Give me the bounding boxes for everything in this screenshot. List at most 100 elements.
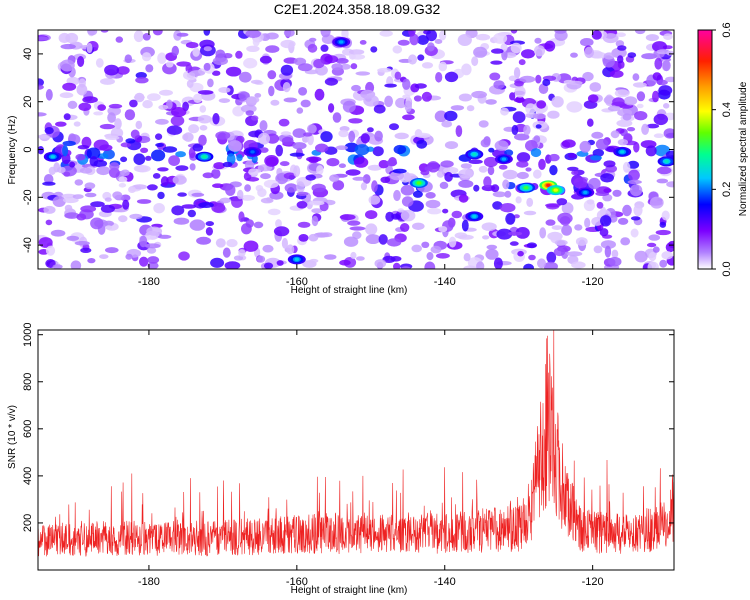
spectrogram-cell	[515, 227, 530, 239]
spectrogram-cell	[63, 171, 71, 177]
spectrogram-cell	[402, 78, 411, 90]
spectrogram-cell	[246, 45, 260, 52]
spectrogram-cell	[74, 179, 84, 186]
spectrogram-cell	[646, 123, 660, 129]
spectrogram-cell	[372, 146, 384, 157]
spectrogram-cell	[492, 191, 507, 198]
spectrogram-cell	[142, 33, 151, 41]
spectrogram-cell	[628, 169, 640, 181]
spectrogram-cell	[537, 258, 546, 269]
spectrogram-hotspot	[546, 183, 551, 187]
spectrogram-cell	[238, 91, 250, 101]
spectrogram-cell	[135, 120, 143, 130]
spectrogram-cell	[536, 100, 547, 109]
spectrogram-cell	[45, 89, 53, 101]
spectrogram-cell	[342, 100, 356, 113]
spectrogram-cell	[663, 33, 673, 40]
spectrogram-cells	[38, 30, 674, 269]
spectrogram-cell	[168, 155, 181, 167]
spectrogram-cell	[424, 166, 433, 172]
spectrogram-cell	[426, 252, 434, 261]
spectrogram-cell	[656, 166, 672, 175]
spectrogram-cell	[490, 60, 503, 65]
x-tick-label: -140	[434, 276, 456, 288]
spectrogram-y-ticks: -40 -20 0 20 40	[22, 48, 674, 253]
spectrogram-cell	[471, 90, 487, 99]
y-tick-label: 600	[22, 420, 34, 438]
y-tick-label: 1000	[22, 322, 34, 346]
spectrogram-cell	[297, 63, 313, 72]
spectrogram-hotspot	[202, 155, 207, 159]
spectrogram-cell	[215, 49, 226, 59]
spectrogram-cell	[627, 52, 637, 58]
spectrogram-cell	[311, 183, 326, 193]
spectrogram-cell	[385, 211, 395, 222]
spectrogram-cell	[661, 210, 670, 221]
spectrogram-cell	[175, 151, 187, 158]
spectrogram-cell	[135, 77, 149, 84]
spectrogram-hotspot	[294, 257, 299, 261]
spectrogram-cell	[219, 197, 231, 204]
spectrogram-cell	[402, 94, 411, 99]
spectrogram-cell	[411, 244, 423, 253]
spectrogram-cell	[74, 241, 90, 246]
spectrogram-cell	[623, 96, 638, 106]
spectrogram-cell	[458, 179, 474, 188]
spectrogram-cell	[654, 57, 663, 70]
snr-y-label: SNR (10 * v/v)	[7, 405, 18, 469]
x-tick-label: -120	[582, 576, 604, 588]
spectrogram-cell	[482, 235, 490, 240]
spectrogram-cell	[133, 95, 145, 100]
spectrogram-cell	[252, 37, 260, 47]
spectrogram-cell	[400, 266, 411, 269]
spectrogram-hotspot	[472, 152, 477, 156]
spectrogram-cell	[373, 104, 386, 114]
spectrogram-cell	[105, 225, 113, 230]
spectrogram-cell	[212, 183, 224, 188]
spectrogram-cell	[152, 30, 163, 36]
spectrogram-cell	[259, 120, 268, 132]
spectrogram-cell	[86, 147, 101, 160]
colorbar-tick-label: 0.4	[721, 102, 733, 117]
spectrogram-cell	[79, 167, 93, 174]
x-tick-label: -160	[286, 276, 308, 288]
spectrogram-cell	[326, 158, 340, 167]
spectrogram-cell	[212, 56, 228, 66]
spectrogram-cell	[476, 261, 485, 269]
spectrogram-cell	[293, 165, 301, 177]
spectrogram-hotspot	[501, 157, 507, 161]
spectrogram-cell	[203, 30, 211, 36]
spectrogram-cell	[50, 229, 66, 237]
spectrogram-cell	[203, 62, 211, 71]
spectrogram-cell	[528, 254, 536, 261]
spectrogram-x-ticks: -180 -160 -140 -120	[138, 30, 604, 288]
spectrogram-cell	[502, 169, 518, 180]
spectrogram-cell	[48, 166, 56, 175]
spectrogram-cell	[567, 166, 579, 171]
spectrogram-cell	[281, 237, 288, 249]
spectrogram-cell	[659, 259, 668, 268]
spectrogram-cell	[100, 78, 115, 85]
spectrogram-cell	[76, 213, 87, 221]
spectrogram-cell	[416, 139, 428, 149]
spectrogram-cell	[413, 95, 422, 102]
spectrogram-cell	[389, 123, 399, 131]
spectrogram-cell	[514, 133, 530, 141]
spectrogram-cell	[55, 121, 67, 127]
chart-title: C2E1.2024.358.18.09.G32	[274, 1, 441, 17]
spectrogram-cell	[171, 45, 179, 57]
spectrogram-cell	[434, 39, 443, 44]
spectrogram-cell	[652, 90, 659, 103]
spectrogram-cell	[75, 153, 86, 161]
spectrogram-cell	[566, 101, 583, 113]
spectrogram-cell	[62, 197, 79, 204]
spectrogram-cell	[380, 176, 391, 183]
spectrogram-cell	[367, 127, 374, 133]
spectrogram-cell	[124, 109, 136, 121]
spectrogram-cell	[408, 30, 416, 37]
spectrogram-cell	[189, 163, 196, 171]
spectrogram-hotspot	[664, 159, 669, 163]
spectrogram-hotspot	[523, 186, 529, 190]
spectrogram-cell	[155, 143, 165, 147]
